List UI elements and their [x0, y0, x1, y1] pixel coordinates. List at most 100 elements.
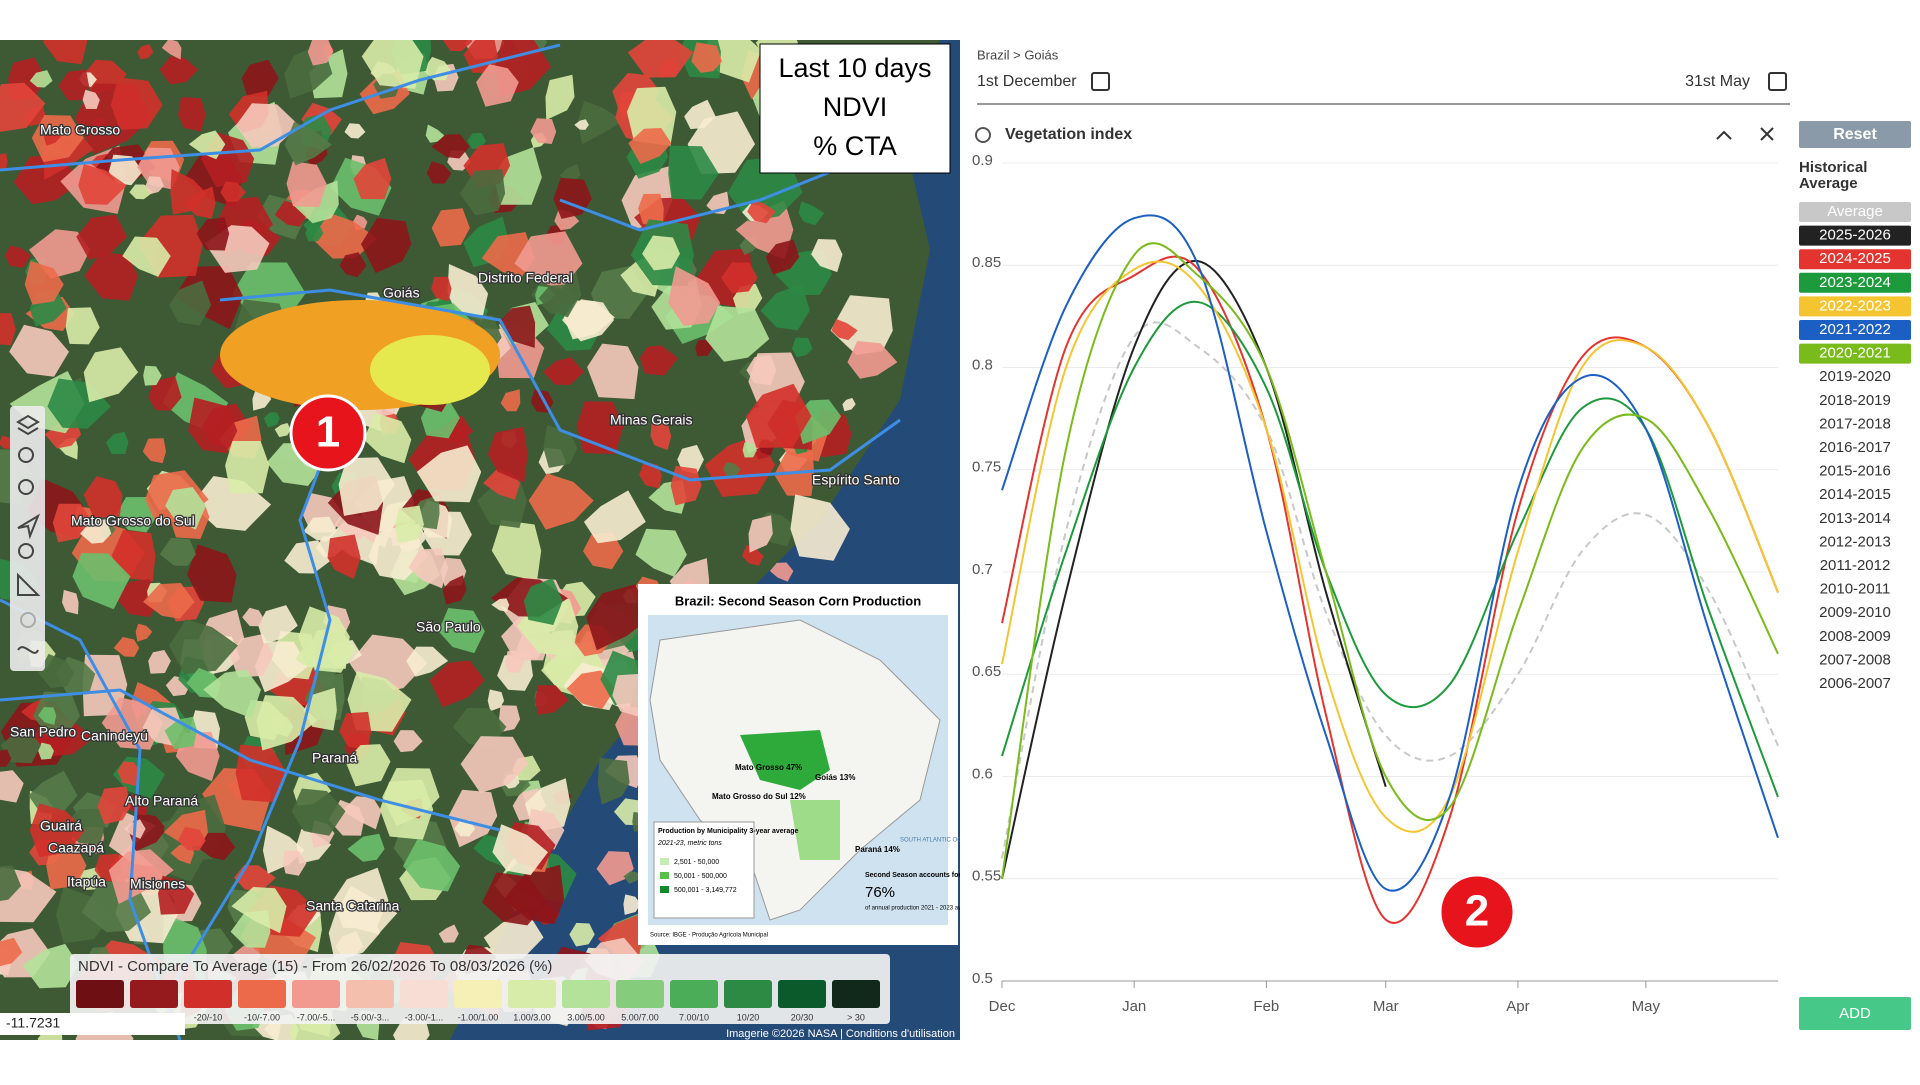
map-region [4, 245, 31, 268]
legend-year[interactable]: 2014-2015 [1819, 486, 1891, 503]
map-region [0, 82, 46, 132]
place-label: Canindeyú [81, 728, 148, 744]
map-region [291, 788, 346, 836]
legend-bin-label: 20/30 [791, 1012, 814, 1022]
overlay-text: % CTA [813, 131, 897, 161]
map-region [338, 457, 395, 516]
add-button[interactable] [1799, 997, 1911, 1030]
map-region [0, 313, 16, 346]
legend-year[interactable]: 2011-2012 [1820, 557, 1891, 574]
legend-year[interactable]: 2012-2013 [1819, 533, 1891, 550]
legend-year[interactable]: 2016-2017 [1819, 439, 1891, 456]
reset-button[interactable] [1799, 121, 1911, 148]
target-button[interactable] [20, 612, 36, 628]
map-region [42, 40, 88, 65]
zoom-in-button[interactable] [18, 447, 34, 463]
legend-swatch [346, 980, 394, 1008]
map-region [183, 186, 216, 219]
map-region [284, 121, 332, 166]
inset-label: Paraná 14% [855, 845, 900, 854]
zoom-out-button[interactable] [18, 479, 34, 495]
legend-pill[interactable] [1799, 225, 1911, 246]
calendar-button[interactable] [1768, 72, 1787, 91]
legend-title: NDVI - Compare To Average (15) - From 26… [78, 958, 552, 975]
legend-year[interactable]: 2010-2011 [1820, 581, 1891, 598]
map-region [220, 181, 246, 202]
y-tick-label: 0.9 [972, 152, 993, 169]
chart-panel: Brazil > Goiás 1st December 31st May Veg… [972, 47, 1911, 1030]
map-region [635, 528, 687, 577]
legend-year[interactable]: 2008-2009 [1819, 628, 1891, 645]
map-region [538, 284, 579, 318]
legend-bin-label: -3.00/-1... [405, 1012, 444, 1022]
legend-bin-label: 3.00/5.00 [567, 1012, 605, 1022]
map-region [305, 224, 324, 242]
map-region [233, 865, 276, 893]
marker-badge [1438, 873, 1516, 951]
map-region [143, 365, 162, 386]
legend-pill[interactable] [1799, 272, 1911, 293]
series-line [1001, 300, 1779, 798]
map-region [0, 770, 24, 803]
map-region [312, 212, 378, 259]
inset-area [790, 800, 840, 860]
legend-year[interactable]: 2019-2020 [1819, 368, 1891, 385]
map-region [82, 89, 100, 109]
map-region [46, 843, 87, 890]
map-region [742, 442, 757, 458]
map-region [303, 516, 338, 542]
legend-label: 2020-2021 [1819, 345, 1891, 362]
collapse-button[interactable] [1716, 130, 1732, 140]
map-region [115, 497, 158, 533]
place-label: Espírito Santo [812, 472, 900, 488]
series-line [1001, 214, 1779, 892]
map-region [177, 826, 206, 851]
boundaries [0, 43, 901, 1040]
measure-button[interactable] [17, 572, 41, 596]
legend-year[interactable]: 2018-2019 [1819, 392, 1891, 409]
map-region [406, 646, 449, 677]
legend-pill[interactable] [1799, 343, 1911, 364]
map[interactable]: Last 10 days NDVI % CTA Mato Grosso Goiá… [0, 17, 977, 1069]
map-region [792, 337, 813, 358]
place-label: Alto Paraná [125, 793, 198, 809]
map-region [169, 280, 212, 326]
x-tick-label: Dec [989, 998, 1016, 1015]
map-region [174, 265, 243, 330]
map-region [534, 685, 569, 715]
map-region [62, 589, 79, 615]
map-region [76, 214, 127, 261]
map-region [543, 425, 578, 468]
locate-button[interactable] [17, 513, 41, 540]
map-region [460, 736, 529, 793]
legend-pill[interactable] [1799, 202, 1911, 222]
legend-year[interactable]: 2007-2008 [1819, 651, 1891, 668]
legend-pill[interactable] [1799, 249, 1911, 270]
legend-year[interactable]: 2009-2010 [1819, 604, 1891, 621]
legend-pill[interactable] [1799, 320, 1911, 340]
map-region [344, 123, 366, 139]
draw-button[interactable] [17, 646, 39, 654]
place-label: Itapúa [67, 874, 106, 890]
map-region [500, 389, 521, 412]
close-button[interactable] [1760, 127, 1774, 141]
legend-year[interactable]: 2013-2014 [1819, 510, 1891, 527]
legend-year[interactable]: 2017-2018 [1819, 415, 1891, 432]
legend-year[interactable]: 2006-2007 [1819, 675, 1891, 692]
legend-pill[interactable] [1799, 296, 1911, 317]
map-region [43, 128, 61, 146]
calendar-button[interactable] [1091, 72, 1110, 91]
place-label: Minas Gerais [610, 412, 692, 428]
map-region [574, 119, 589, 130]
inset-legend-sub: 2021-23, metric tons [657, 840, 722, 847]
legend-bin-label: -7.00/-5... [297, 1012, 336, 1022]
search-button[interactable] [18, 543, 34, 559]
inset-label: Goiás 13% [815, 773, 855, 782]
legend-bin-label: 10/20 [737, 1012, 760, 1022]
legend-year[interactable]: 2015-2016 [1819, 463, 1891, 480]
map-region [459, 169, 506, 216]
layers-button[interactable] [16, 414, 40, 436]
inset-share-pre: Second Season accounts for [865, 872, 961, 879]
legend-swatch [130, 980, 178, 1008]
map-region [0, 731, 41, 764]
